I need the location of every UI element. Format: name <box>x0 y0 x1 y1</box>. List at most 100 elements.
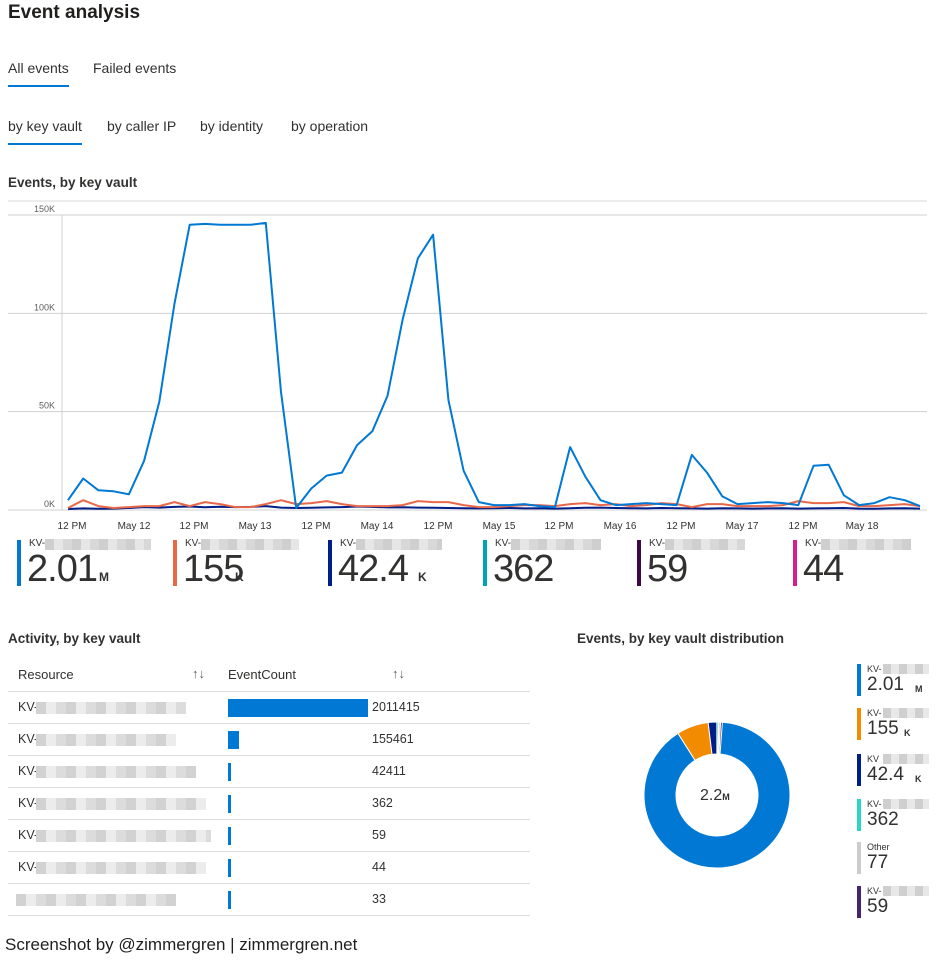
redacted-name <box>36 830 211 842</box>
redacted-name <box>821 539 911 550</box>
metric-tile[interactable]: KV- 362 <box>483 538 633 590</box>
legend-value: 155 <box>867 718 899 739</box>
legend-unit: K <box>904 728 911 738</box>
y-tick-label: 50K <box>39 401 55 411</box>
subtab-by-operation[interactable]: by operation <box>291 118 369 134</box>
legend-item[interactable]: KV- 59 <box>857 886 937 928</box>
subtab-by-caller-ip[interactable]: by caller IP <box>107 118 177 134</box>
legend-prefix: KV- <box>867 799 882 809</box>
tile-resource-prefix: KV- <box>340 538 357 549</box>
redacted-name <box>883 886 929 896</box>
page-title: Event analysis <box>8 2 141 23</box>
legend-value: 362 <box>867 809 899 830</box>
legend-color-bar <box>857 886 861 918</box>
y-tick-label: 100K <box>34 302 55 312</box>
donut-slice[interactable] <box>718 721 723 755</box>
tile-color-bar <box>483 540 487 586</box>
legend-color-bar <box>857 708 861 740</box>
redacted-name <box>36 798 206 810</box>
resource-prefix: KV- <box>18 828 39 842</box>
event-count: 33 <box>372 892 386 906</box>
resource-prefix: KV- <box>18 764 39 778</box>
event-count-bar <box>228 731 239 749</box>
event-count-bar <box>228 859 231 877</box>
redacted-name <box>36 862 206 874</box>
tile-color-bar <box>793 540 797 586</box>
column-header-eventcount[interactable]: EventCount <box>228 667 296 682</box>
sort-icon[interactable]: ↑↓ <box>392 666 405 681</box>
tile-value: 42.4 <box>338 548 409 590</box>
legend-unit: M <box>915 684 923 694</box>
table-row[interactable]: KV- 155461 <box>8 723 530 756</box>
sort-icon[interactable]: ↑↓ <box>192 666 205 681</box>
metric-tile[interactable]: KV- 44 <box>793 538 937 590</box>
tile-resource-prefix: KV- <box>29 538 46 549</box>
redacted-name <box>36 702 186 714</box>
metric-tile[interactable]: KV- 59 <box>637 538 787 590</box>
redacted-name <box>45 539 151 550</box>
tile-resource-prefix: KV- <box>649 538 666 549</box>
event-count: 59 <box>372 828 386 842</box>
redacted-name <box>36 734 176 746</box>
series-line <box>67 221 921 509</box>
table-row[interactable]: KV- 2011415 <box>8 691 530 724</box>
x-tick-label: May 13 <box>239 521 272 532</box>
legend-prefix: KV- <box>867 708 882 718</box>
event-count: 362 <box>372 796 393 810</box>
subtab-by-identity[interactable]: by identity <box>200 118 264 134</box>
y-tick-label: 0K <box>44 499 55 509</box>
legend-value: 59 <box>867 896 889 917</box>
legend-color-bar <box>857 754 861 786</box>
x-tick-label: May 17 <box>726 521 759 532</box>
redacted-name <box>16 894 176 906</box>
redacted-name <box>883 664 929 674</box>
metric-tile[interactable]: KV- 42.4 K <box>328 538 478 590</box>
event-count: 2011415 <box>372 700 420 714</box>
x-tick-label: May 14 <box>361 521 394 532</box>
x-tick-label: May 15 <box>483 521 516 532</box>
tab-failed-events[interactable]: Failed events <box>93 60 177 76</box>
redacted-name <box>883 754 929 764</box>
x-tick-label: May 12 <box>118 521 151 532</box>
tile-value: 362 <box>493 548 554 590</box>
tile-value: 2.01 <box>27 548 98 590</box>
subtab-by-key-vault[interactable]: by key vault <box>8 118 82 145</box>
table-row[interactable]: KV- 362 <box>8 787 530 820</box>
table-row[interactable]: KV- 59 <box>8 819 530 852</box>
y-tick-label: 150K <box>34 204 55 214</box>
table-row[interactable]: KV- 42411 <box>8 755 530 788</box>
column-header-resource[interactable]: Resource <box>18 667 74 682</box>
legend-color-bar <box>857 799 861 831</box>
legend-item[interactable]: KV 42.4 K <box>857 754 937 796</box>
legend-item[interactable]: KV- 155 K <box>857 708 937 750</box>
tile-unit: M <box>99 570 109 584</box>
redacted-name <box>665 539 745 550</box>
redacted-name <box>511 539 601 550</box>
legend-item[interactable]: KV- 362 <box>857 799 937 841</box>
event-count-bar <box>228 891 231 909</box>
redacted-name <box>883 799 929 809</box>
resource-prefix: KV- <box>18 732 39 746</box>
x-tick-label: 12 PM <box>58 521 87 532</box>
legend-value: 77 <box>867 852 889 873</box>
footer-credit: Screenshot by @zimmergren | zimmergren.n… <box>5 935 358 954</box>
legend-item[interactable]: KV- 2.01 M <box>857 664 937 706</box>
tile-value: 155 <box>183 548 244 590</box>
legend-item[interactable]: Other 77 <box>857 842 937 884</box>
legend-color-bar <box>857 664 861 696</box>
metric-tile[interactable]: KV- 2.01 M <box>17 538 167 590</box>
metric-tile[interactable]: KV- 155 K <box>173 538 323 590</box>
table-bottom-border <box>8 915 530 916</box>
distribution-donut-chart <box>643 721 791 869</box>
tile-color-bar <box>17 540 21 586</box>
event-count-bar <box>228 763 231 781</box>
table-row[interactable]: 33 <box>8 883 530 916</box>
tab-all-events[interactable]: All events <box>8 60 69 87</box>
redacted-name <box>201 539 299 550</box>
x-tick-label: 12 PM <box>180 521 209 532</box>
donut-slice[interactable] <box>643 721 791 869</box>
events-chart-title: Events, by key vault <box>8 175 138 190</box>
event-count-bar <box>228 795 231 813</box>
legend-prefix: KV <box>867 754 880 764</box>
table-row[interactable]: KV- 44 <box>8 851 530 884</box>
